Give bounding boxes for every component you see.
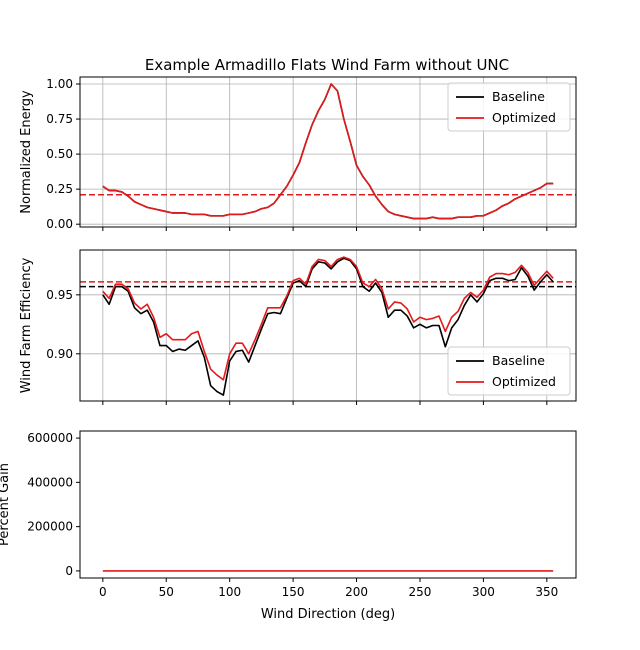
x-tick-label: 50 bbox=[159, 585, 174, 599]
energy-panel: 0.00 0.25 0.50 0.75 1.00 Normalized Energy Bas… bbox=[19, 76, 577, 231]
y-tick-label: 600000 bbox=[27, 431, 73, 445]
x-tick-label: 300 bbox=[472, 585, 495, 599]
x-tick-label: 250 bbox=[409, 585, 432, 599]
y-tick-label: 400000 bbox=[27, 475, 73, 489]
x-axis-label: Wind Direction (deg) bbox=[261, 607, 395, 622]
x-tick-label: 150 bbox=[282, 585, 305, 599]
y-axis-label: Wind Farm Efficiency bbox=[19, 257, 34, 393]
y-tick-label: 0.95 bbox=[46, 288, 73, 302]
y-tick-label: 0.90 bbox=[46, 347, 73, 361]
y-axis-label: Percent Gain bbox=[0, 463, 12, 546]
legend-label-baseline: Baseline bbox=[492, 353, 545, 368]
x-tick-label: 350 bbox=[535, 585, 558, 599]
y-tick-label: 1.00 bbox=[46, 77, 73, 91]
legend-box bbox=[447, 82, 571, 132]
y-axis-label: Normalized Energy bbox=[19, 90, 34, 214]
gain-panel: 0 50 100 150 200 250 300 350 0 200000 400000 600000… bbox=[0, 430, 577, 622]
legend-label-baseline: Baseline bbox=[492, 89, 545, 104]
plot-frame bbox=[79, 76, 577, 228]
x-tick-label: 0 bbox=[99, 585, 107, 599]
legend-label-optimized: Optimized bbox=[492, 110, 556, 125]
legend-box bbox=[447, 346, 571, 396]
y-tick-label: 0.00 bbox=[46, 217, 73, 231]
y-tick-label: 200000 bbox=[27, 520, 73, 534]
y-tick-label: 0.75 bbox=[46, 112, 73, 126]
series-line-baseline bbox=[102, 257, 554, 396]
x-tick-label: 100 bbox=[218, 585, 241, 599]
series-line-optimized bbox=[102, 256, 554, 381]
y-tick-label: 0.25 bbox=[46, 182, 73, 196]
plot-frame bbox=[79, 430, 577, 579]
series-line-optimized bbox=[102, 83, 554, 220]
y-tick-label: 0 bbox=[65, 564, 73, 578]
y-tick-label: 0.50 bbox=[46, 147, 73, 161]
plot-frame bbox=[79, 249, 577, 402]
efficiency-panel: 0.90 0.95 Wind Farm Efficiency Baseline Opti… bbox=[19, 249, 577, 405]
legend-label-optimized: Optimized bbox=[492, 374, 556, 389]
x-tick-label: 200 bbox=[345, 585, 368, 599]
figure-title: Example Armadillo Flats Wind Farm withou… bbox=[145, 56, 509, 74]
